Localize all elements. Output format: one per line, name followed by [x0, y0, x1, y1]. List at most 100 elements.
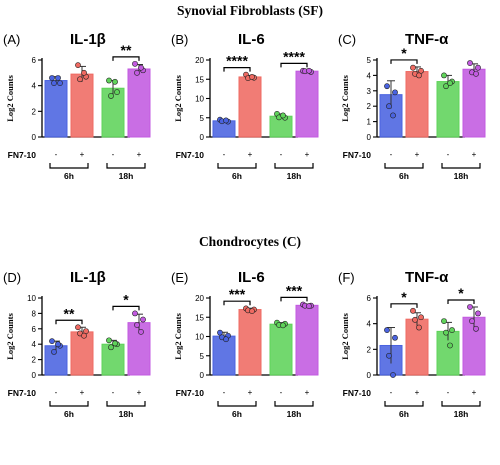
- y-tick-label: 10: [195, 333, 204, 342]
- y-tick-label: 5: [200, 114, 205, 123]
- significance-label: **: [64, 305, 75, 321]
- y-tick-label: 0: [200, 133, 205, 142]
- data-point: [416, 72, 422, 79]
- data-point: [106, 77, 112, 84]
- panel-2: (B) IL-6 Log2 Counts 0 5 10 15 20 **** **** FN7-10…: [171, 31, 319, 181]
- data-point: [49, 338, 55, 345]
- y-axis-label: Log2 Counts: [173, 313, 183, 360]
- significance-label: **: [121, 42, 132, 58]
- bar-4: [295, 70, 319, 138]
- treatment-plus: +: [415, 388, 420, 397]
- y-axis-label: Log2 Counts: [173, 75, 183, 122]
- y-tick-label: 4: [367, 71, 372, 80]
- bar-3: [269, 323, 293, 376]
- bar-4: [127, 68, 151, 138]
- data-point: [114, 89, 120, 95]
- bar-1: [212, 335, 236, 376]
- data-point: [475, 64, 481, 71]
- treatment-plus: +: [305, 388, 310, 397]
- significance-bracket: [390, 303, 418, 308]
- bar-2: [405, 71, 429, 138]
- group-label: 18h: [119, 409, 134, 419]
- group-bracket: [49, 163, 89, 169]
- panel-title: IL-1β: [70, 269, 106, 286]
- data-point: [306, 67, 312, 74]
- y-tick-label: 8: [32, 309, 37, 318]
- bar-2: [238, 76, 262, 138]
- treatment-plus: +: [248, 150, 253, 159]
- significance-bracket: [223, 300, 251, 306]
- panel-title: IL-6: [238, 31, 265, 48]
- significance-label: ****: [226, 53, 248, 69]
- significance-bracket: [280, 296, 308, 302]
- treatment-label: FN7-10: [176, 150, 205, 160]
- data-point: [467, 60, 473, 66]
- significance-bracket: [55, 319, 83, 325]
- data-point: [386, 103, 392, 110]
- data-point: [280, 112, 286, 119]
- y-axis-label: Log2 Counts: [5, 313, 15, 360]
- data-point: [75, 62, 81, 69]
- panel-3: (C) TNF-α Log2 Counts 0 1 2 3 4 5 * FN7-10 - + - +6h 18…: [338, 31, 486, 181]
- section-title-chondrocytes: Chondrocytes (C): [199, 234, 301, 249]
- data-point: [412, 316, 418, 323]
- data-point: [410, 307, 416, 314]
- y-tick-label: 4: [32, 82, 37, 91]
- panel-letter: (C): [338, 32, 356, 47]
- panel-title: TNF-α: [405, 31, 449, 48]
- data-point: [443, 83, 449, 90]
- y-tick-label: 2: [367, 102, 372, 111]
- treatment-minus: -: [223, 150, 226, 159]
- data-point: [280, 322, 286, 329]
- bar-1: [44, 80, 68, 138]
- panel-letter: (A): [3, 32, 20, 47]
- data-point: [108, 344, 114, 351]
- data-point: [140, 316, 146, 323]
- treatment-minus: -: [280, 388, 283, 397]
- data-point: [134, 69, 140, 76]
- significance-label: *: [458, 285, 464, 301]
- data-point: [473, 325, 479, 332]
- significance-label: ****: [283, 48, 305, 64]
- panel-letter: (D): [3, 270, 21, 285]
- treatment-label: FN7-10: [176, 388, 205, 398]
- data-point: [112, 78, 118, 85]
- y-axis-label: Log2 Counts: [340, 313, 350, 360]
- y-tick-label: 3: [367, 87, 372, 96]
- data-point: [249, 308, 255, 314]
- data-point: [81, 332, 87, 339]
- treatment-label: FN7-10: [343, 150, 372, 160]
- significance-label: *: [401, 45, 407, 61]
- group-bracket: [106, 163, 146, 169]
- data-point: [449, 327, 455, 333]
- data-point: [441, 72, 447, 79]
- data-point: [418, 314, 424, 321]
- data-point: [132, 310, 138, 317]
- bar-4: [295, 304, 319, 376]
- panel-1: (A) IL-1β Log2 Counts 0 2 4 6 ** FN7-10 - + - +6h 18h: [3, 31, 151, 181]
- data-point: [386, 352, 392, 359]
- data-point: [410, 64, 416, 71]
- y-tick-label: 5: [200, 352, 205, 361]
- data-point: [49, 75, 55, 81]
- group-label: 6h: [399, 171, 409, 181]
- significance-bracket: [223, 67, 251, 72]
- panel-title: IL-1β: [70, 31, 106, 48]
- y-tick-label: 10: [27, 294, 36, 303]
- treatment-plus: +: [137, 150, 142, 159]
- panel-letter: (E): [171, 270, 188, 285]
- treatment-plus: +: [137, 388, 142, 397]
- treatment-minus: -: [55, 388, 58, 397]
- group-bracket: [384, 401, 424, 407]
- group-label: 6h: [399, 409, 409, 419]
- data-point: [443, 329, 449, 336]
- significance-label: ***: [229, 286, 246, 302]
- data-point: [447, 342, 453, 349]
- y-tick-label: 2: [32, 356, 37, 365]
- panel-letter: (B): [171, 32, 188, 47]
- treatment-minus: -: [55, 150, 58, 159]
- treatment-plus: +: [472, 388, 477, 397]
- y-tick-label: 0: [32, 371, 37, 380]
